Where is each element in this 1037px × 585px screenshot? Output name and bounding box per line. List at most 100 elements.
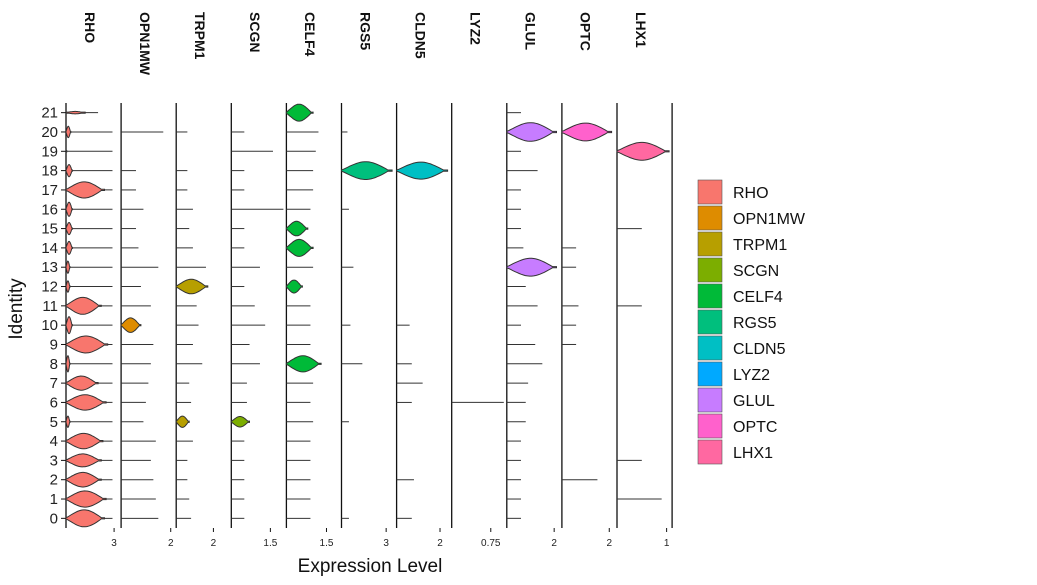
legend-label: SCGN bbox=[733, 263, 779, 280]
violin-rho-3 bbox=[65, 453, 102, 468]
violin-rho-12 bbox=[65, 280, 71, 293]
violin-optc-20 bbox=[561, 122, 613, 142]
panel-celf4: CELF4 1.5 bbox=[285, 12, 334, 549]
y-tick-label: 6 bbox=[50, 394, 58, 411]
y-tick-label: 10 bbox=[41, 317, 58, 334]
panel-rho: RHO 3 bbox=[65, 12, 117, 549]
x-tick-label: 1 bbox=[664, 538, 670, 549]
x-axis-title: Expression Level bbox=[298, 556, 443, 577]
gene-label-rho: RHO bbox=[82, 12, 98, 43]
y-tick-label: 13 bbox=[41, 259, 58, 276]
violin-panels: RHO 3 OPN1MW 2 TRPM1 2 SCGN 1.5 CELF4 1.5 RGS5 3 CLD… bbox=[65, 12, 673, 549]
y-tick-label: 2 bbox=[50, 472, 58, 489]
violin-celf4-8 bbox=[285, 355, 322, 373]
violin-rho-16 bbox=[65, 201, 73, 217]
violin-trpm1-5 bbox=[175, 415, 190, 428]
legend-item-trpm1: TRPM1 bbox=[697, 231, 787, 257]
x-tick-label: 2 bbox=[551, 538, 557, 549]
legend-swatch bbox=[697, 439, 723, 465]
y-tick-label: 0 bbox=[50, 510, 58, 527]
x-tick-label: 0.75 bbox=[481, 538, 501, 549]
violin-opn1mw-10 bbox=[120, 317, 142, 333]
violin-rgs5-18 bbox=[341, 161, 393, 180]
violin-rho-6 bbox=[65, 394, 107, 411]
legend-item-optc: OPTC bbox=[697, 413, 777, 439]
legend-swatch bbox=[697, 231, 723, 257]
legend-swatch bbox=[697, 387, 723, 413]
y-tick-label: 11 bbox=[42, 298, 58, 315]
x-tick-label: 2 bbox=[211, 538, 217, 549]
violin-rho-17 bbox=[65, 181, 105, 199]
panel-glul: GLUL 2 bbox=[506, 12, 557, 549]
legend-label: LHX1 bbox=[733, 445, 773, 462]
violin-rho-0 bbox=[65, 509, 105, 528]
violin-celf4-14 bbox=[285, 238, 314, 257]
y-tick-label: 18 bbox=[41, 163, 58, 180]
gene-label-optc: OPTC bbox=[578, 12, 594, 51]
y-tick-label: 3 bbox=[50, 452, 58, 469]
violin-rho-1 bbox=[65, 490, 107, 508]
gene-label-cldn5: CLDN5 bbox=[412, 12, 428, 59]
gene-label-celf4: CELF4 bbox=[302, 12, 318, 57]
y-tick-label: 8 bbox=[50, 356, 58, 373]
legend-item-scgn: SCGN bbox=[697, 257, 779, 283]
legend-label: LYZ2 bbox=[733, 367, 770, 384]
x-tick-label: 3 bbox=[111, 538, 117, 549]
violin-rho-21 bbox=[65, 110, 86, 115]
x-tick-label: 2 bbox=[437, 538, 443, 549]
y-tick-label: 12 bbox=[41, 279, 58, 296]
legend-item-cldn5: CLDN5 bbox=[697, 335, 786, 361]
gene-label-glul: GLUL bbox=[523, 12, 539, 51]
legend-item-lyz2: LYZ2 bbox=[697, 361, 770, 387]
legend-label: TRPM1 bbox=[733, 237, 787, 254]
y-axis-title: Identity bbox=[6, 278, 27, 340]
legend-label: OPN1MW bbox=[733, 211, 806, 228]
legend-label: OPTC bbox=[733, 419, 777, 436]
x-tick-label: 2 bbox=[606, 538, 612, 549]
x-tick-label: 1.5 bbox=[263, 538, 277, 549]
violin-scgn-5 bbox=[230, 416, 250, 428]
y-tick-label: 7 bbox=[50, 375, 58, 392]
y-tick-label: 9 bbox=[50, 336, 58, 353]
x-tick-label: 3 bbox=[383, 538, 389, 549]
panel-scgn: SCGN 1.5 bbox=[230, 12, 284, 549]
legend-label: GLUL bbox=[733, 393, 775, 410]
violin-rho-15 bbox=[65, 222, 73, 236]
violin-lhx1-19 bbox=[616, 141, 670, 161]
y-tick-label: 1 bbox=[50, 491, 58, 508]
violin-rho-19 bbox=[65, 149, 68, 153]
violin-rho-14 bbox=[65, 240, 73, 255]
x-tick-label: 2 bbox=[168, 538, 174, 549]
violin-celf4-21 bbox=[285, 103, 314, 122]
violin-rho-5 bbox=[65, 415, 71, 428]
y-tick-label: 5 bbox=[50, 414, 58, 431]
violin-celf4-12 bbox=[285, 279, 303, 294]
panel-trpm1: TRPM1 2 bbox=[175, 12, 217, 549]
violin-rho-20 bbox=[65, 125, 72, 139]
violin-rho-8 bbox=[65, 355, 71, 373]
y-tick-label: 16 bbox=[41, 201, 58, 218]
panel-lyz2: LYZ2 0.75 bbox=[451, 12, 504, 549]
legend-swatch bbox=[697, 335, 723, 361]
violin-rho-10 bbox=[65, 316, 73, 335]
y-tick-label: 4 bbox=[50, 433, 58, 450]
legend-label: RGS5 bbox=[733, 315, 777, 332]
x-tick-label: 1.5 bbox=[320, 538, 334, 549]
y-tick-label: 21 bbox=[41, 105, 58, 122]
gene-label-trpm1: TRPM1 bbox=[192, 12, 208, 60]
violin-rho-11 bbox=[65, 296, 102, 315]
violin-celf4-15 bbox=[285, 220, 309, 237]
legend-swatch bbox=[697, 283, 723, 309]
gene-label-rgs5: RGS5 bbox=[357, 12, 373, 50]
y-tick-label: 19 bbox=[41, 143, 58, 160]
gene-label-scgn: SCGN bbox=[247, 12, 263, 52]
violin-rho-7 bbox=[65, 375, 99, 391]
violin-rho-13 bbox=[65, 260, 71, 274]
legend-item-celf4: CELF4 bbox=[697, 283, 783, 309]
legend-item-rho: RHO bbox=[697, 179, 769, 205]
violin-cldn5-18 bbox=[396, 161, 449, 180]
violin-rho-9 bbox=[65, 335, 109, 354]
legend-swatch bbox=[697, 361, 723, 387]
legend-item-glul: GLUL bbox=[697, 387, 775, 413]
